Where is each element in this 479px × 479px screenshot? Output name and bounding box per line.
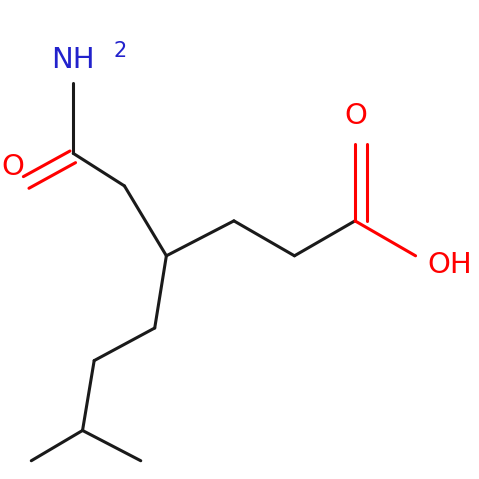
Text: OH: OH	[427, 251, 472, 279]
Text: 2: 2	[113, 41, 126, 61]
Text: NH: NH	[51, 46, 95, 74]
Text: O: O	[344, 102, 367, 130]
Text: O: O	[1, 153, 24, 182]
